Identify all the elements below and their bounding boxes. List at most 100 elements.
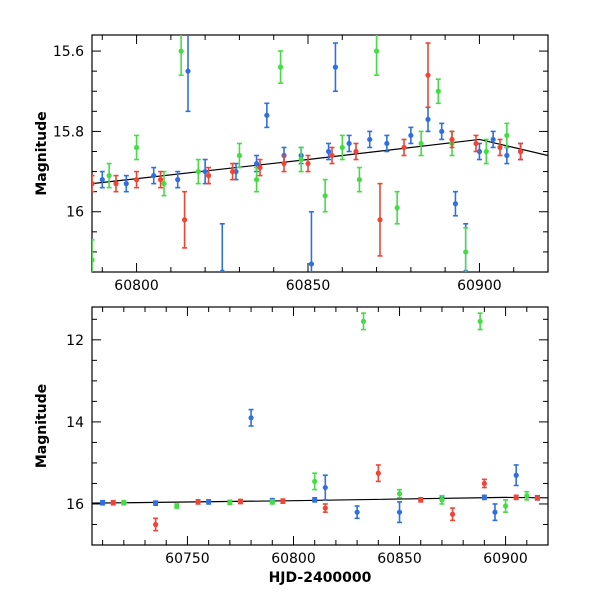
y-tick-label: 12 [66,333,84,349]
data-point [206,499,212,505]
data-point [408,132,414,139]
data-point [312,497,318,503]
series-2 [110,464,540,532]
data-point [375,470,381,476]
data-point [513,494,519,500]
data-point [473,140,479,147]
data-point [396,509,403,515]
data-point [157,177,164,183]
data-point [477,318,483,324]
y-tick-label: 16 [66,497,84,513]
x-tick-label: 60900 [483,551,528,567]
data-point [481,494,487,500]
data-point [99,177,105,183]
data-point [100,500,106,506]
top-panel: 60800 60850 60900 15.6 15.8 16 Magnitude [34,34,549,294]
data-point [449,511,456,517]
data-point [497,144,503,151]
data-point [161,181,167,187]
data-point [308,261,315,267]
data-point [492,509,498,515]
data-point [133,177,140,183]
data-point [237,498,244,505]
data-point [463,249,469,255]
data-point [280,498,286,504]
data-point [418,140,424,147]
data-point [202,168,208,175]
data-point [185,68,191,74]
data-point [439,497,445,503]
data-point [513,472,519,478]
data-point [121,500,127,506]
data-point [329,152,335,159]
data-point [476,148,483,155]
data-point [151,172,157,179]
y-tick-label: 15.8 [53,124,84,140]
data-point [504,132,510,139]
data-point [490,136,496,143]
data-point [534,495,540,501]
x-tick-label: 60800 [114,278,159,294]
data-point [322,484,328,491]
data-point [356,177,363,183]
data-point [367,136,373,143]
data-point [517,148,524,155]
data-point [524,493,530,499]
x-tick-label: 60900 [457,278,502,294]
data-point [377,217,383,223]
series-1 [92,35,510,272]
data-point [110,500,116,506]
data-point [229,168,236,175]
data-point [394,205,400,211]
data-point [205,172,212,179]
data-point [227,499,233,505]
data-point [425,72,431,78]
data-point [346,140,352,147]
data-point [92,181,95,187]
data-point [113,181,119,187]
data-point [396,491,403,497]
data-point [178,48,184,54]
x-tick-label: 60850 [377,551,422,567]
data-point [360,318,367,324]
data-point [435,88,441,94]
y-tick-label: 16 [66,205,84,221]
data-point [339,144,345,151]
data-point [264,112,270,118]
data-point [449,136,455,143]
data-point [418,497,424,503]
data-point [353,148,359,155]
data-point [483,148,489,155]
data-point [219,269,225,272]
data-point [384,140,390,147]
series-1 [121,312,530,513]
data-point [236,152,243,159]
data-point [153,521,159,528]
y-axis-label: Magnitude [34,384,50,468]
data-point [92,257,95,263]
data-point [253,160,260,167]
series-0 [100,408,540,524]
y-axis-label: Magnitude [34,111,50,195]
x-axis-label: HJD-2400000 [269,570,372,586]
plot-frame [91,306,549,546]
data-point [312,478,318,484]
series-2 [92,42,524,257]
data-point [354,509,360,515]
data-point [322,505,328,511]
data-point [425,116,431,122]
data-point [298,156,304,163]
data-point [253,177,260,183]
y-tick-label: 14 [66,415,84,431]
data-point [195,168,201,175]
data-point [439,128,445,135]
data-point [181,217,188,223]
data-point [133,144,140,151]
x-tick-label: 60750 [165,551,210,567]
data-point [248,415,254,421]
data-point [153,500,159,506]
data-point [504,152,510,159]
data-point [195,499,201,505]
bottom-panel: 60750 60800 60850 60900 12 14 16 Magnitude HJD-2… [34,306,549,586]
data-point [325,148,332,155]
